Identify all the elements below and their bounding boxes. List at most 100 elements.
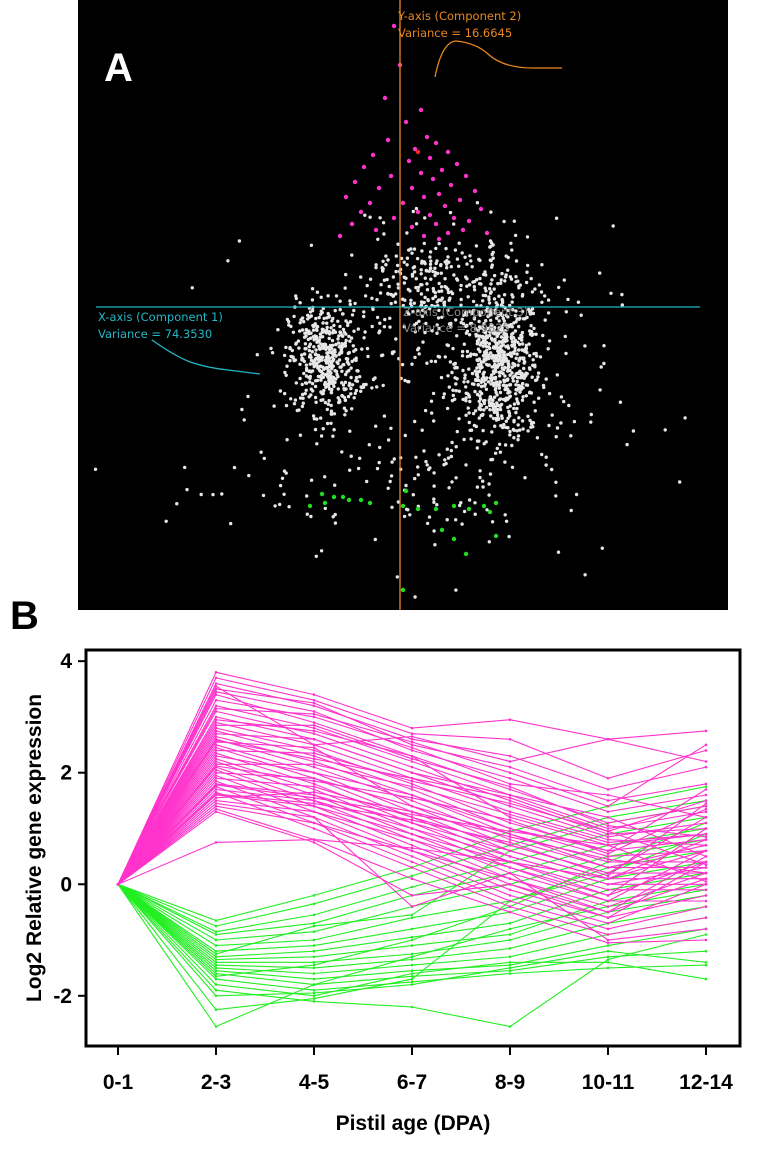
- series-point: [606, 961, 610, 964]
- gene-point: [354, 375, 359, 380]
- gene-point: [520, 338, 524, 342]
- series-point: [214, 693, 218, 696]
- gene-point: [435, 300, 439, 304]
- gene-point: [439, 289, 444, 293]
- gene-point: [381, 383, 385, 388]
- gene-point: [347, 334, 351, 339]
- gene-point: [508, 394, 512, 398]
- gene-point: [388, 316, 392, 320]
- gene-point: [479, 341, 483, 345]
- series-point: [508, 947, 512, 950]
- series-point: [312, 788, 316, 791]
- gene-point: [493, 308, 497, 312]
- gene-point: [515, 379, 519, 384]
- gene-point: [521, 317, 526, 321]
- gene-point: [510, 443, 514, 448]
- gene-point: [432, 500, 436, 504]
- gene-point: [508, 303, 512, 308]
- gene-point: [489, 378, 494, 383]
- gene-point: [443, 277, 447, 281]
- series-point: [508, 938, 512, 942]
- series-point: [312, 712, 316, 716]
- gene-point: [478, 276, 482, 281]
- gene-point: [427, 269, 431, 273]
- gene-point: [531, 358, 535, 362]
- series-point: [312, 966, 316, 970]
- gene-point: [341, 363, 345, 367]
- series-point: [410, 860, 414, 864]
- gene-point: [474, 327, 478, 331]
- gene-point: [330, 338, 335, 343]
- gene-point: [462, 509, 467, 514]
- gene-point: [563, 334, 567, 339]
- series-point: [312, 827, 316, 830]
- gene-point: [319, 549, 324, 553]
- series-point: [508, 788, 512, 791]
- gene-point: [344, 372, 348, 377]
- series-point: [312, 751, 316, 755]
- gene-point: [481, 344, 485, 348]
- gene-point: [489, 458, 493, 462]
- gene-point: [572, 419, 577, 424]
- series-point: [410, 894, 414, 897]
- series-point: [410, 975, 414, 978]
- gene-point: [464, 396, 468, 400]
- gene-point: [343, 341, 347, 345]
- series-point: [508, 849, 512, 853]
- gene-point: [326, 402, 330, 406]
- gene-point: [321, 365, 325, 369]
- gene-point: [329, 326, 333, 330]
- gene-point: [425, 288, 430, 292]
- gene-point: [493, 451, 498, 455]
- gene-point: [406, 379, 410, 384]
- gene-point: [500, 271, 504, 276]
- gene-point: [337, 352, 341, 357]
- series-point: [312, 790, 316, 794]
- gene-point: [413, 419, 417, 424]
- gene-point: [516, 438, 520, 442]
- gene-point: [504, 337, 508, 341]
- gene-point: [531, 332, 535, 336]
- gene-point: [237, 239, 242, 243]
- cluster-point: [400, 503, 406, 509]
- gene-point: [472, 423, 477, 428]
- gene-point: [242, 418, 246, 422]
- gene-point: [455, 334, 459, 338]
- gene-point: [514, 383, 518, 387]
- gene-point: [514, 392, 518, 396]
- cluster-point: [421, 233, 427, 239]
- gene-point: [410, 272, 415, 277]
- expression-line-chart: -2 0 2 4 0-1 2-3 4-5 6-7 8-9 10-11 12-14 Pistil age…: [23, 648, 742, 1135]
- series-point: [704, 877, 708, 880]
- gene-point: [298, 362, 302, 366]
- gene-point: [503, 279, 507, 283]
- gene-point: [503, 398, 508, 403]
- series-point: [508, 871, 512, 875]
- gene-point: [467, 411, 471, 415]
- gene-point: [540, 452, 544, 457]
- gene-point: [323, 342, 328, 347]
- series-point: [410, 732, 414, 735]
- gene-point: [503, 443, 508, 447]
- series-point: [410, 754, 414, 758]
- gene-point: [403, 433, 407, 438]
- series-point: [704, 760, 708, 763]
- gene-point: [336, 361, 340, 366]
- gene-point: [349, 336, 354, 340]
- gene-point: [526, 263, 530, 268]
- gene-point: [483, 351, 487, 356]
- series-point: [606, 910, 610, 914]
- gene-point: [490, 520, 495, 524]
- gene-point: [378, 291, 383, 295]
- cluster-point: [436, 236, 442, 242]
- gene-point: [487, 342, 492, 346]
- gene-point: [294, 381, 298, 385]
- gene-point: [313, 352, 318, 357]
- cluster-point: [400, 200, 406, 206]
- gene-point: [489, 318, 493, 322]
- gene-point: [304, 327, 308, 332]
- gene-point: [305, 330, 309, 334]
- gene-point: [307, 375, 311, 380]
- gene-point: [313, 360, 317, 365]
- series-point: [312, 955, 316, 959]
